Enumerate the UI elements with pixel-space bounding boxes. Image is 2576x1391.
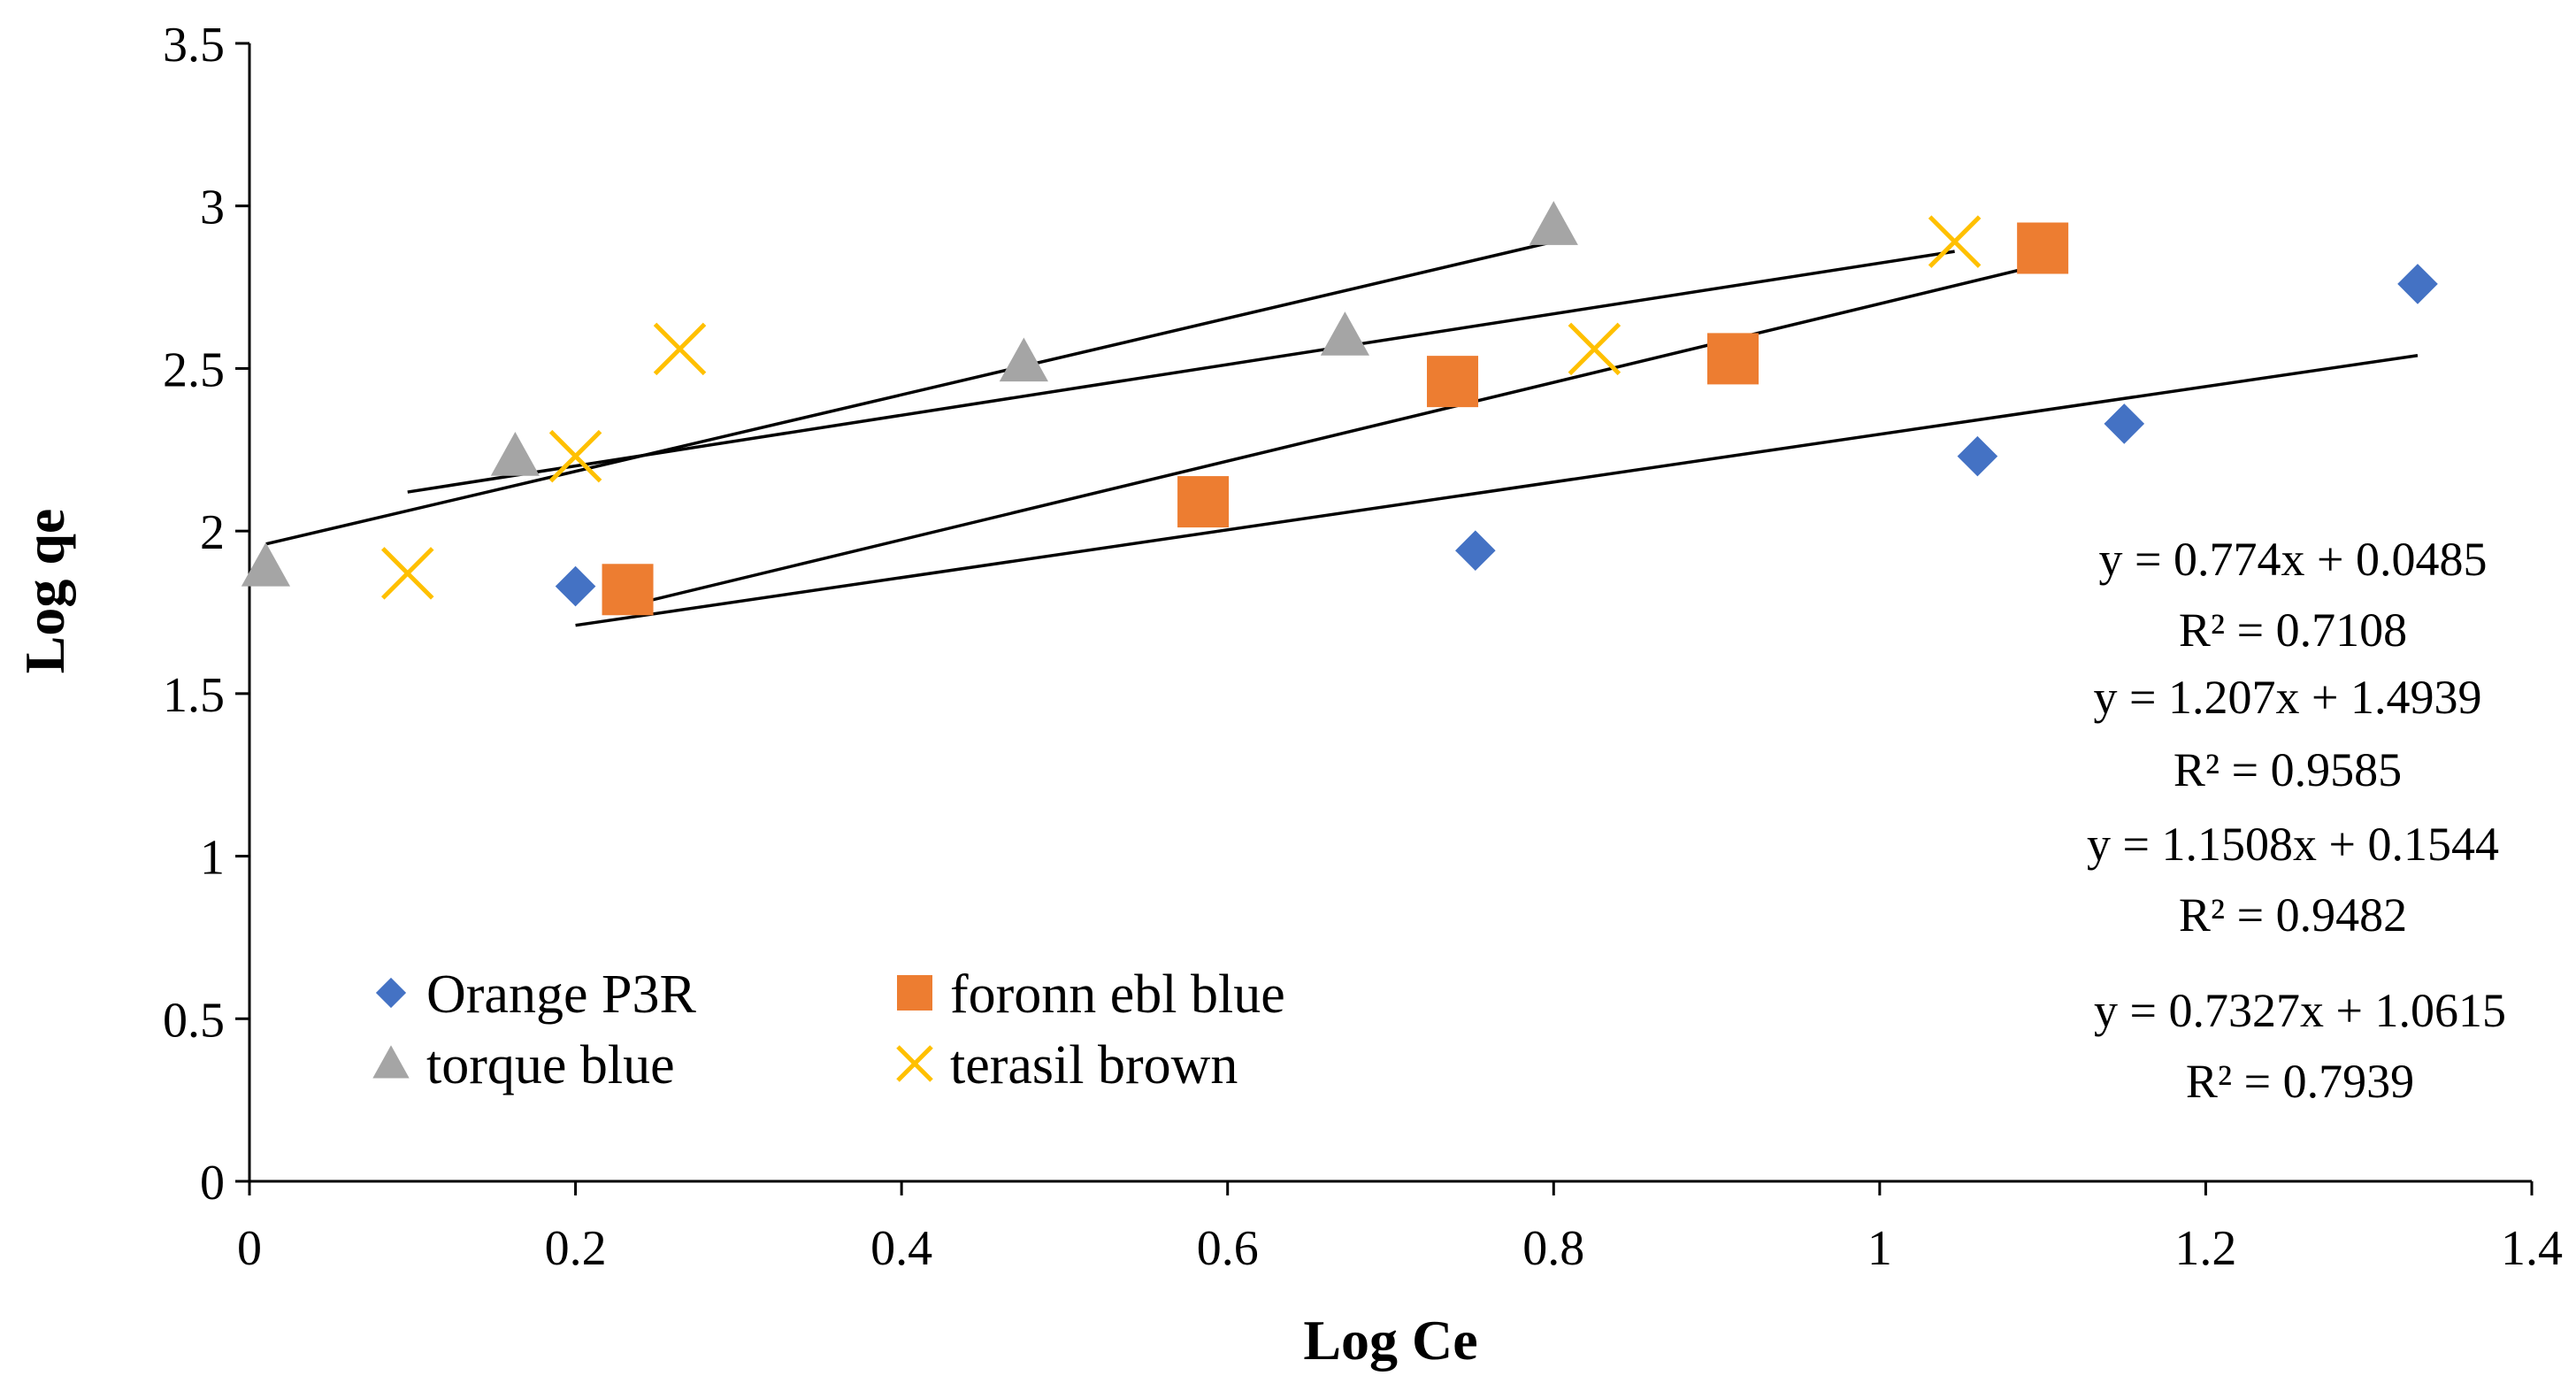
trendlines (265, 240, 2419, 627)
x-stroke (548, 429, 602, 483)
x-tick-label: 0 (237, 1221, 262, 1276)
point-torque-blue (1320, 311, 1369, 356)
r2-terasil-brown: R² = 0.7939 (2186, 1055, 2414, 1108)
point-foronn-ebl-blue (602, 564, 654, 616)
trendline-equations: y = 0.774x + 0.0485 R² = 0.7108 y = 1.20… (2087, 533, 2506, 1108)
y-tick-label: 1 (200, 831, 225, 886)
legend-item-orange-p3r: Orange P3R (375, 964, 696, 1025)
point-foronn-ebl-blue (1707, 333, 1759, 385)
legend-item-terasil-brown: terasil brown (896, 1035, 1238, 1095)
point-torque-blue (490, 432, 540, 476)
data-points (241, 201, 2438, 616)
point-orange-p3r (2104, 403, 2145, 444)
point-torque-blue (241, 542, 291, 587)
point-orange-p3r (555, 565, 596, 607)
x-stroke (1928, 215, 1982, 268)
legend-marker-terasil-brown (896, 1045, 933, 1082)
y-tick-label: 2.5 (163, 342, 225, 397)
r2-torque-blue: R² = 0.9585 (2174, 743, 2402, 796)
legend-marker-orange-p3r (375, 977, 407, 1009)
eq-foronn-ebl-blue: y = 1.1508x + 0.1544 (2087, 818, 2499, 871)
y-tick-label: 0 (200, 1156, 225, 1210)
x-tick-label: 1.2 (2174, 1221, 2236, 1276)
x-tick-label: 1 (1867, 1221, 1892, 1276)
axes (248, 43, 2532, 1183)
point-terasil-brown (548, 429, 602, 483)
point-orange-p3r (1455, 530, 1496, 571)
legend-item-torque-blue: torque blue (372, 1035, 675, 1095)
point-torque-blue (1529, 201, 1578, 245)
point-torque-blue (999, 337, 1048, 382)
eq-terasil-brown: y = 0.7327x + 1.0615 (2094, 984, 2506, 1037)
y-tick-label: 0.5 (163, 993, 225, 1048)
y-tick-label: 2 (200, 505, 225, 560)
legend-marker-torque-blue (372, 1045, 410, 1079)
y-axis-title: Log qe (13, 509, 76, 674)
x-tick-label: 0.2 (545, 1221, 607, 1276)
legend-label-terasil-brown: terasil brown (950, 1035, 1238, 1095)
point-terasil-brown (653, 322, 707, 376)
legend-item-foronn-ebl-blue: foronn ebl blue (897, 964, 1285, 1025)
eq-torque-blue: y = 1.207x + 1.4939 (2094, 671, 2482, 724)
x-tick-label: 1.4 (2501, 1221, 2563, 1276)
r2-foronn-ebl-blue: R² = 0.9482 (2179, 888, 2407, 941)
x-axis-title: Log Ce (1303, 1309, 1477, 1372)
x-tick-label: 0.6 (1197, 1221, 1259, 1276)
x-tick-label: 0.4 (870, 1221, 932, 1276)
y-tick-label: 1.5 (163, 668, 225, 723)
point-terasil-brown (1928, 215, 1982, 268)
legend-marker-foronn-ebl-blue (897, 975, 932, 1011)
point-terasil-brown (380, 547, 434, 600)
point-terasil-brown (1568, 322, 1622, 376)
x-stroke (896, 1045, 933, 1082)
trendline-terasil-brown (407, 250, 1955, 494)
point-orange-p3r (1957, 435, 1998, 477)
legend-label-foronn-ebl-blue: foronn ebl blue (950, 964, 1285, 1025)
legend-label-torque-blue: torque blue (426, 1035, 675, 1095)
x-tick-label: 0.8 (1522, 1221, 1584, 1276)
trendline-orange-p3r (575, 353, 2419, 627)
point-orange-p3r (2397, 264, 2438, 304)
legend: Orange P3R foronn ebl blue torque blue tera… (372, 964, 1285, 1095)
x-stroke (653, 322, 707, 376)
trendline-foronn-ebl-blue (627, 263, 2043, 608)
y-tick-label: 3.5 (163, 18, 225, 73)
y-tick-label: 3 (200, 181, 225, 235)
tick-labels: 0 0.2 0.4 0.6 0.8 1 1.2 1.4 0 0.5 1 1.5 2 2.5 3 3.5 (163, 18, 2563, 1276)
point-foronn-ebl-blue (1177, 476, 1230, 528)
x-stroke (380, 547, 434, 600)
r2-orange-p3r: R² = 0.7108 (2179, 603, 2407, 657)
trendline-torque-blue (265, 240, 1554, 546)
x-stroke (1568, 322, 1622, 376)
legend-label-orange-p3r: Orange P3R (426, 964, 696, 1025)
point-foronn-ebl-blue (1427, 356, 1479, 408)
eq-orange-p3r: y = 0.774x + 0.0485 (2099, 533, 2488, 586)
point-foronn-ebl-blue (2017, 222, 2069, 274)
